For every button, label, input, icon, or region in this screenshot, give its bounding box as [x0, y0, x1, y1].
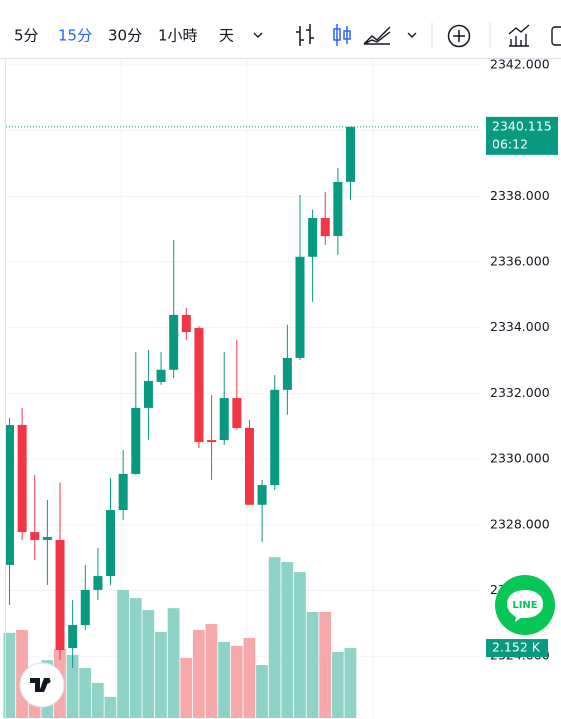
add-indicator-button[interactable] — [447, 24, 471, 48]
volume-box — [486, 639, 548, 658]
candle-body — [131, 407, 141, 474]
volume-bar — [218, 641, 231, 718]
candle-body — [244, 427, 254, 505]
volume-bar — [167, 608, 180, 718]
volume-bar — [319, 612, 332, 718]
volume-bar — [281, 562, 294, 718]
volume-bar — [155, 631, 167, 718]
y-tick-label: 2336.000 — [490, 254, 550, 269]
volume-bar — [331, 652, 344, 718]
candle-body — [282, 357, 292, 390]
candle-body — [93, 576, 103, 590]
style-dropdown[interactable] — [407, 32, 417, 38]
volume-bar — [344, 648, 357, 718]
volume-bar — [91, 682, 104, 718]
volume-bar — [180, 657, 193, 718]
volume-bar — [293, 572, 306, 718]
last-price-label: 2340.115 — [492, 118, 552, 133]
volume-bar — [117, 589, 129, 718]
candle-body — [257, 485, 267, 505]
volume-label: 2.152 K — [492, 640, 541, 655]
grid — [6, 60, 480, 718]
interval-1h[interactable]: 1小時 — [158, 27, 198, 45]
interval-15m[interactable]: 15分 — [58, 27, 92, 45]
volume-bar — [79, 667, 92, 718]
volume-bar — [230, 645, 243, 718]
candle-body — [270, 389, 280, 486]
candle-body — [308, 218, 318, 257]
candle-body — [156, 369, 166, 382]
candle-body — [30, 532, 40, 540]
candle-body — [80, 589, 90, 626]
bar-style-icon[interactable] — [296, 24, 314, 46]
interval-1d[interactable]: 天 — [219, 27, 234, 45]
candle-body — [232, 398, 242, 428]
candle-body — [181, 314, 191, 333]
candle-body — [346, 126, 356, 182]
y-tick-label: 2332.000 — [490, 385, 550, 400]
candle-body — [118, 473, 128, 511]
candle-body — [5, 424, 14, 565]
interval-5m[interactable]: 5分 — [14, 27, 39, 45]
candle-body — [219, 398, 229, 441]
price-labels: 2340.115 06:12 2.152 K — [6, 116, 558, 658]
volume-bar — [256, 665, 268, 718]
indicators-icon[interactable] — [508, 24, 530, 47]
area-style-icon[interactable] — [363, 26, 391, 45]
tradingview-logo[interactable] — [19, 662, 65, 708]
y-tick-label: 2338.000 — [490, 188, 550, 203]
volume-bar — [142, 610, 155, 718]
candle-layer — [5, 126, 356, 669]
candle-body — [320, 218, 330, 237]
countdown-label: 06:12 — [492, 136, 528, 151]
line-button-text: LINE — [512, 600, 537, 611]
candle-style-icon[interactable] — [333, 24, 351, 46]
volume-bar — [243, 638, 256, 718]
volume-bar — [205, 624, 218, 718]
line-share-button[interactable]: LINE — [495, 575, 555, 635]
interval-dropdown[interactable] — [253, 32, 263, 38]
volume-bar — [306, 612, 319, 718]
y-tick-label: 2342.000 — [490, 56, 550, 71]
candle-body — [207, 440, 217, 443]
volume-bar — [268, 557, 281, 718]
last-price-box — [486, 116, 558, 155]
volume-bar — [192, 629, 205, 718]
candle-body — [55, 539, 65, 650]
candle-body — [333, 181, 343, 237]
candle-body — [143, 380, 153, 408]
volume-bar — [66, 654, 79, 718]
candle-body — [68, 625, 78, 649]
y-tick-label: 2328.000 — [490, 516, 550, 531]
layout-icon[interactable] — [551, 26, 561, 46]
candle-body — [17, 424, 27, 533]
volume-bar — [16, 629, 28, 718]
y-tick-label: 2330.000 — [490, 451, 550, 466]
volume-bar — [129, 598, 142, 718]
candle-body — [169, 314, 179, 370]
candle-body — [295, 256, 305, 358]
candle-body — [194, 328, 204, 443]
y-tick-label: 2334.000 — [490, 319, 550, 334]
candle-body — [42, 536, 52, 540]
candle-body — [106, 510, 116, 577]
volume-bar — [3, 632, 16, 718]
volume-bar — [104, 696, 117, 718]
interval-30m[interactable]: 30分 — [108, 27, 142, 45]
